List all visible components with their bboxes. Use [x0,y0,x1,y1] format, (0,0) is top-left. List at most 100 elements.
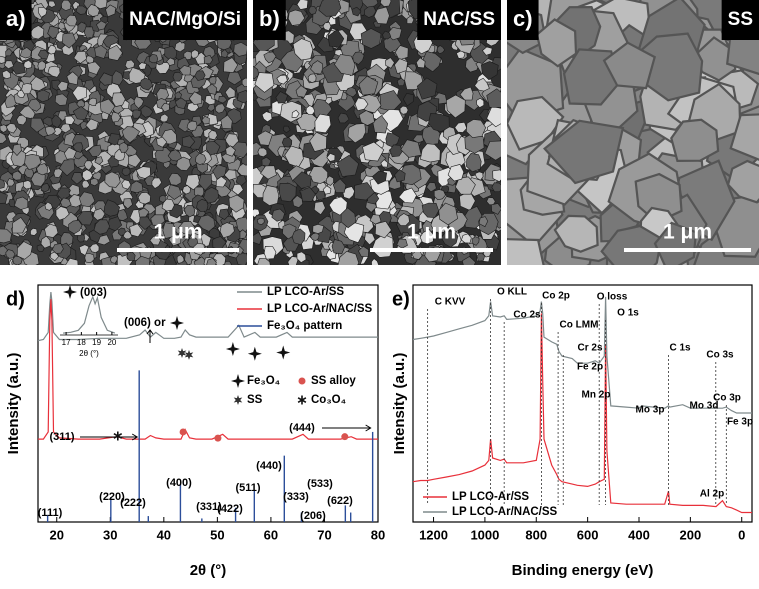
grain [535,18,578,68]
grain [129,223,143,238]
grain [237,238,247,255]
grain [166,184,182,200]
panel-label: d) [6,288,25,310]
grain [16,241,33,260]
grain [459,86,474,101]
peak-label: Fe 2p [577,362,603,373]
peak-label: C 1s [669,343,691,354]
grain [396,213,410,226]
grain [196,198,209,212]
grain [94,156,104,165]
peak-label: C KVV [435,297,466,308]
grain [186,120,198,131]
grain [364,5,377,18]
grain [400,163,422,186]
grain [48,0,57,8]
grain [135,255,151,265]
peak-marker [341,433,349,441]
grain [324,96,333,105]
pattern-label: (222) [120,497,146,509]
x-tick-label: 1200 [419,527,448,542]
inset-line [63,295,116,334]
grain [59,122,72,134]
panel-label: b) [259,6,280,31]
grain [151,177,162,189]
x-tick-label: 20 [50,527,64,542]
peak-label: Mn 2p [582,390,611,401]
grain [218,208,230,220]
grain [337,250,360,265]
grain [296,251,307,263]
grain [201,115,210,125]
grain [37,60,47,71]
grain [380,159,389,168]
grain [394,169,406,183]
grain [83,160,93,171]
grain [37,49,49,60]
legend-label: Fe₃O₄ pattern [267,320,342,332]
grain [486,105,501,128]
grain [398,187,417,204]
grain [456,50,466,59]
panel-label: c) [513,6,533,31]
grain [476,251,486,262]
grain [0,132,8,144]
grain [237,162,247,177]
series-line [412,313,752,514]
grain [68,219,83,235]
grain [61,32,77,49]
grain [223,57,239,73]
grain [543,119,625,185]
grain [22,59,33,69]
grain [360,28,382,49]
grain [276,74,288,85]
x-tick-label: 600 [577,527,599,542]
grain [186,102,200,112]
grain [121,126,141,144]
grain [369,214,382,225]
grain [138,207,150,218]
grain [374,220,392,239]
grain [5,123,17,134]
peak-label: O 1s [617,308,639,319]
grain [396,238,408,249]
grain [88,144,102,158]
grain [313,201,326,216]
grain [5,249,16,259]
grain [128,153,142,168]
grain [362,141,385,162]
grain [440,230,459,248]
pattern-label: (422) [217,503,243,515]
grain [94,44,108,59]
grain [281,137,293,148]
grain [507,238,545,265]
inset-axis-title: 2θ (°) [79,349,99,358]
grain [184,204,196,218]
label-box [0,0,32,40]
grain [309,131,327,152]
grain [37,89,50,103]
grain [85,118,99,132]
peak-marker [214,434,222,442]
grain [24,153,42,171]
grain [394,44,409,61]
grain [471,236,480,246]
grain [44,223,59,238]
grain [51,243,64,254]
legend-label: SS [247,394,263,406]
grain [188,91,202,106]
grain [215,176,228,188]
grain [86,61,101,75]
grain [307,73,317,84]
grain [92,208,106,221]
grain [310,232,320,242]
grain [223,169,237,181]
grain [70,172,84,185]
sem-image [0,0,247,265]
grain [364,232,376,246]
annotation: (006) or [124,317,166,329]
pattern-label: (333) [283,491,309,503]
grain [459,190,476,211]
series-line [412,296,752,414]
inset-symbol [63,285,77,299]
